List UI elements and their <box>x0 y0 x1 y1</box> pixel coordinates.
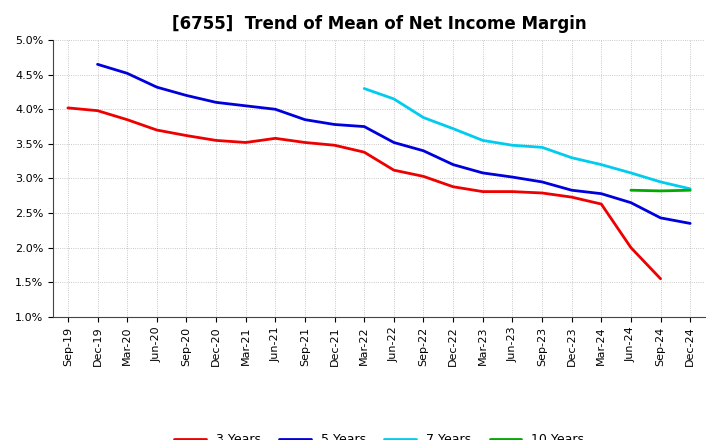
7 Years <box>449 126 457 131</box>
7 Years <box>419 115 428 120</box>
3 Years <box>241 140 250 145</box>
3 Years <box>123 117 132 122</box>
10 Years <box>686 187 695 193</box>
3 Years <box>626 245 635 250</box>
5 Years <box>479 170 487 176</box>
3 Years <box>93 108 102 114</box>
Line: 7 Years: 7 Years <box>364 88 690 189</box>
3 Years <box>182 133 191 138</box>
5 Years <box>567 187 576 193</box>
7 Years <box>686 186 695 191</box>
7 Years <box>360 86 369 91</box>
5 Years <box>123 71 132 76</box>
3 Years <box>360 150 369 155</box>
10 Years <box>626 187 635 193</box>
5 Years <box>301 117 310 122</box>
7 Years <box>538 145 546 150</box>
3 Years <box>597 202 606 207</box>
3 Years <box>390 168 398 173</box>
3 Years <box>656 276 665 282</box>
7 Years <box>597 162 606 167</box>
5 Years <box>360 124 369 129</box>
Legend: 3 Years, 5 Years, 7 Years, 10 Years: 3 Years, 5 Years, 7 Years, 10 Years <box>169 428 589 440</box>
7 Years <box>656 179 665 184</box>
Line: 5 Years: 5 Years <box>97 64 690 224</box>
3 Years <box>419 174 428 179</box>
7 Years <box>479 138 487 143</box>
7 Years <box>390 96 398 102</box>
3 Years <box>538 191 546 196</box>
3 Years <box>567 194 576 200</box>
5 Years <box>538 179 546 184</box>
5 Years <box>182 93 191 98</box>
10 Years <box>656 188 665 194</box>
5 Years <box>93 62 102 67</box>
5 Years <box>271 106 279 112</box>
5 Years <box>508 174 517 180</box>
5 Years <box>212 100 220 105</box>
3 Years <box>63 105 72 110</box>
3 Years <box>479 189 487 194</box>
5 Years <box>597 191 606 196</box>
5 Years <box>330 122 339 127</box>
5 Years <box>626 200 635 205</box>
5 Years <box>419 148 428 154</box>
5 Years <box>153 84 161 90</box>
7 Years <box>626 170 635 176</box>
3 Years <box>330 143 339 148</box>
Line: 10 Years: 10 Years <box>631 190 690 191</box>
3 Years <box>271 136 279 141</box>
3 Years <box>508 189 517 194</box>
5 Years <box>449 162 457 167</box>
5 Years <box>656 215 665 220</box>
Line: 3 Years: 3 Years <box>68 108 660 279</box>
3 Years <box>212 138 220 143</box>
5 Years <box>241 103 250 109</box>
3 Years <box>301 140 310 145</box>
Title: [6755]  Trend of Mean of Net Income Margin: [6755] Trend of Mean of Net Income Margi… <box>172 15 586 33</box>
5 Years <box>390 140 398 145</box>
3 Years <box>153 128 161 133</box>
3 Years <box>449 184 457 189</box>
7 Years <box>508 143 517 148</box>
5 Years <box>686 221 695 226</box>
7 Years <box>567 155 576 160</box>
